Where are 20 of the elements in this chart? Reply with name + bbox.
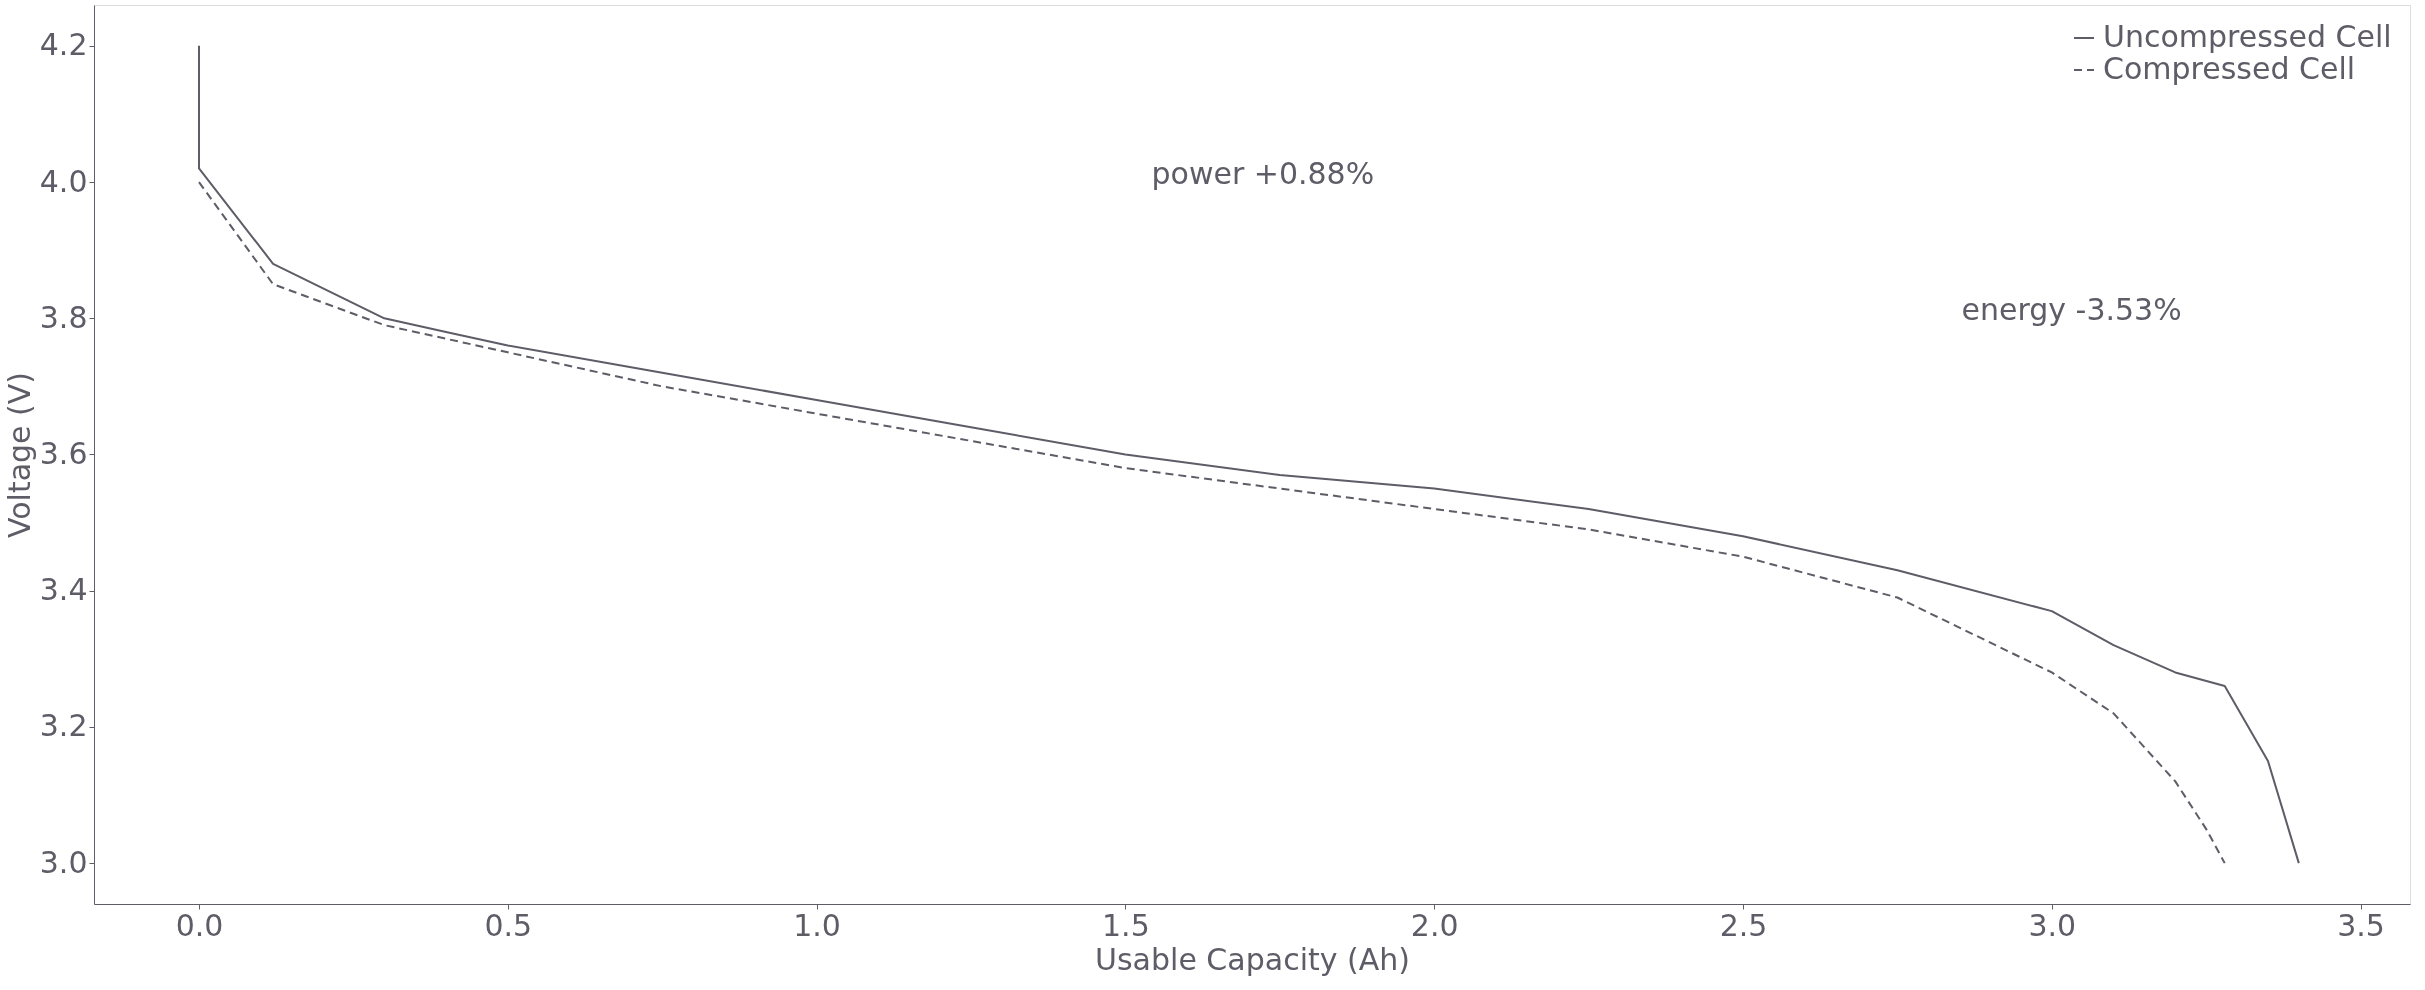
x-tick-label: 2.0 [1410,907,1459,943]
y-tick-label: 3.0 [39,844,88,880]
y-tick-label: 3.8 [39,299,88,335]
annotation: power +0.88% [1151,156,1375,191]
y-tick-label: 4.2 [39,27,88,63]
y-tick-label: 3.6 [39,436,88,471]
x-tick-label: 1.0 [793,907,841,943]
y-tick-label: 4.0 [39,163,88,199]
x-tick-label: 3.0 [2028,907,2077,943]
x-tick-label: 0.0 [175,907,224,943]
x-tick-label: 3.5 [2337,907,2385,943]
annotation: energy -3.53% [1961,292,2182,327]
x-tick-label: 2.5 [1719,907,1768,943]
x-tick-label: 1.5 [1102,907,1150,943]
x-axis-title: Usable Capacity (Ah) [1095,941,1410,977]
y-tick-label: 3.4 [39,572,88,608]
x-tick-label: 0.5 [484,907,533,943]
legend-label: Uncompressed Cell [2103,19,2392,54]
y-axis-title: Voltage (V) [1,372,37,538]
y-tick-label: 3.2 [39,708,88,744]
